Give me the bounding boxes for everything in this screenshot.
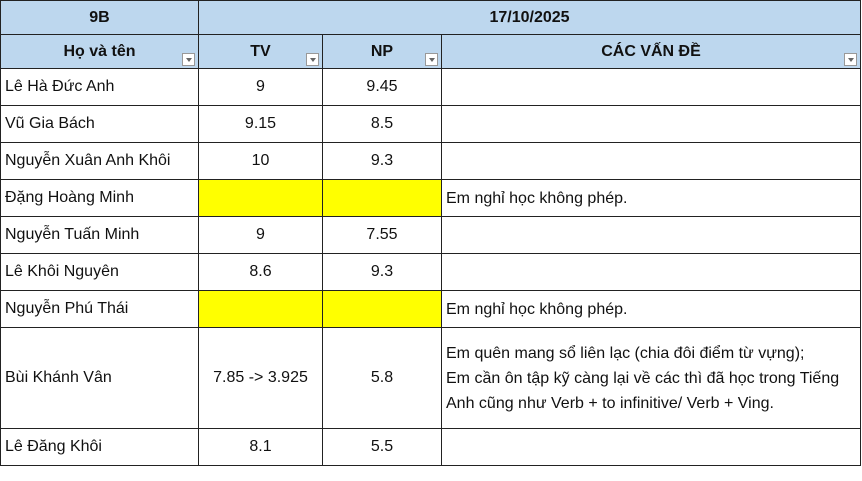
note-cell[interactable]: [441, 105, 861, 143]
np-cell[interactable]: [322, 179, 442, 217]
table-row: Nguyễn Phú Thái Em nghỉ học không phép.: [0, 290, 861, 328]
name-cell[interactable]: Vũ Gia Bách: [0, 105, 199, 143]
column-header-np: NP: [322, 34, 442, 69]
table-row: Đặng Hoàng Minh Em nghỉ học không phép.: [0, 179, 861, 217]
note-cell[interactable]: Em quên mang sổ liên lạc (chia đôi điểm …: [441, 327, 861, 429]
tv-cell[interactable]: 10: [198, 142, 323, 180]
date-header: 17/10/2025: [198, 0, 861, 35]
name-cell[interactable]: Đặng Hoàng Minh: [0, 179, 199, 217]
name-cell[interactable]: Nguyễn Phú Thái: [0, 290, 199, 328]
np-cell[interactable]: 7.55: [322, 216, 442, 254]
table-row: Vũ Gia Bách 9.15 8.5: [0, 105, 861, 143]
table-row: Lê Đăng Khôi 8.1 5.5: [0, 428, 861, 466]
column-header-tv: TV: [198, 34, 323, 69]
np-cell[interactable]: 8.5: [322, 105, 442, 143]
tv-cell[interactable]: 8.6: [198, 253, 323, 291]
np-cell[interactable]: [322, 290, 442, 328]
np-cell[interactable]: 9.3: [322, 253, 442, 291]
tv-cell[interactable]: 8.1: [198, 428, 323, 466]
name-cell[interactable]: Nguyễn Tuấn Minh: [0, 216, 199, 254]
table-row: Lê Hà Đức Anh 9 9.45: [0, 68, 861, 106]
column-header-name: Họ và tên: [0, 34, 199, 69]
name-cell[interactable]: Lê Đăng Khôi: [0, 428, 199, 466]
filter-dropdown-icon[interactable]: [306, 53, 319, 66]
column-label: NP: [370, 42, 394, 60]
note-cell[interactable]: Em nghỉ học không phép.: [441, 179, 861, 217]
name-cell[interactable]: Lê Hà Đức Anh: [0, 68, 199, 106]
tv-cell[interactable]: 7.85 -> 3.925: [198, 327, 323, 429]
table-row: Nguyễn Xuân Anh Khôi 10 9.3: [0, 142, 861, 180]
name-cell[interactable]: Bùi Khánh Vân: [0, 327, 199, 429]
column-label: CÁC VẤN ĐỀ: [601, 42, 701, 60]
name-cell[interactable]: Nguyễn Xuân Anh Khôi: [0, 142, 199, 180]
note-cell[interactable]: Em nghỉ học không phép.: [441, 290, 861, 328]
column-label: Họ và tên: [63, 42, 136, 60]
column-header-issues: CÁC VẤN ĐỀ: [441, 34, 861, 69]
table-row: Lê Khôi Nguyên 8.6 9.3: [0, 253, 861, 291]
tv-cell[interactable]: [198, 179, 323, 217]
np-cell[interactable]: 9.45: [322, 68, 442, 106]
note-cell[interactable]: [441, 142, 861, 180]
grade-sheet: 9B 17/10/2025 Họ và tên TV NP CÁC VẤN ĐỀ…: [0, 0, 861, 466]
filter-dropdown-icon[interactable]: [182, 53, 195, 66]
filter-dropdown-icon[interactable]: [844, 53, 857, 66]
tv-cell[interactable]: 9.15: [198, 105, 323, 143]
np-cell[interactable]: 5.5: [322, 428, 442, 466]
class-header: 9B: [0, 0, 199, 35]
name-cell[interactable]: Lê Khôi Nguyên: [0, 253, 199, 291]
note-cell[interactable]: [441, 253, 861, 291]
tv-cell[interactable]: 9: [198, 68, 323, 106]
tv-cell[interactable]: [198, 290, 323, 328]
note-cell[interactable]: [441, 216, 861, 254]
column-label: TV: [250, 42, 271, 60]
tv-cell[interactable]: 9: [198, 216, 323, 254]
filter-dropdown-icon[interactable]: [425, 53, 438, 66]
note-cell[interactable]: [441, 428, 861, 466]
table-row: Nguyễn Tuấn Minh 9 7.55: [0, 216, 861, 254]
table-row: Bùi Khánh Vân 7.85 -> 3.925 5.8 Em quên man…: [0, 327, 861, 429]
np-cell[interactable]: 9.3: [322, 142, 442, 180]
np-cell[interactable]: 5.8: [322, 327, 442, 429]
note-cell[interactable]: [441, 68, 861, 106]
